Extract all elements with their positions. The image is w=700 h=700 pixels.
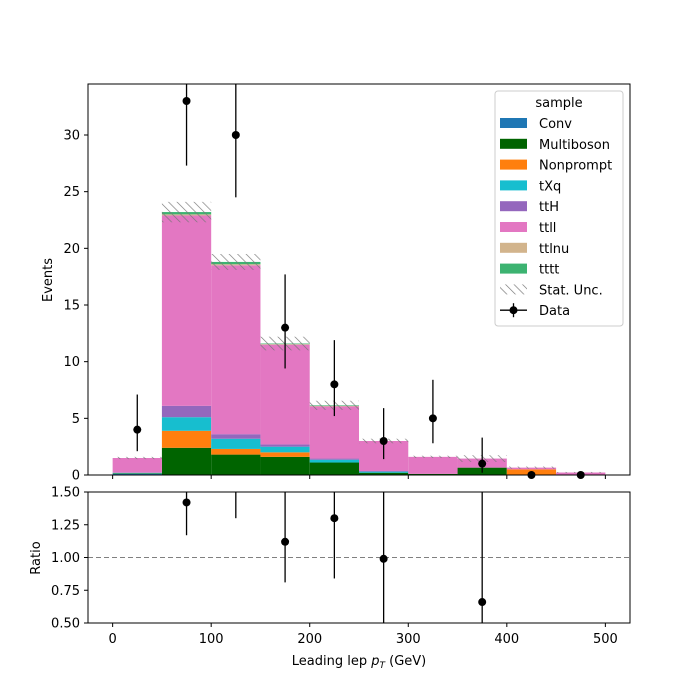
- legend-label: Multiboson: [539, 138, 610, 153]
- bar-txq: [359, 471, 409, 473]
- bar-txq: [161, 417, 212, 431]
- data-point: [133, 425, 142, 434]
- bar-txq: [260, 446, 310, 453]
- stat-unc-rect: [161, 201, 212, 223]
- bar-txq: [112, 472, 162, 474]
- bar-tth: [260, 444, 310, 447]
- bar-ttll: [112, 458, 162, 473]
- bar-tth: [211, 434, 261, 439]
- bar-tth: [161, 405, 212, 418]
- legend-swatch: [500, 222, 527, 232]
- legend-label: Nonprompt: [539, 159, 612, 174]
- ratio-y-tick-label: 0.50: [51, 617, 80, 632]
- bar-ttll: [408, 456, 458, 474]
- stat-unc-rect: [211, 254, 261, 270]
- data-point: [231, 131, 240, 139]
- legend-swatch: [500, 159, 527, 170]
- data-point: [330, 380, 339, 389]
- bar-multiboson: [309, 462, 359, 475]
- legend-items: Conv Multiboson Nonprompt tXq ttH ttll ttlnu tt…: [500, 117, 612, 319]
- data-point: [379, 437, 388, 445]
- bar-multiboson: [161, 447, 212, 475]
- y-tick-label: 20: [63, 242, 80, 257]
- legend-swatch: [500, 263, 527, 274]
- ratio-y-tick-label: 1.50: [51, 486, 80, 501]
- x-tick-label: 0: [108, 632, 116, 647]
- main-x-ticks: [112, 475, 606, 479]
- x-axis-label: Leading lep pT (GeV): [292, 654, 426, 671]
- bar-tth: [309, 458, 359, 460]
- data-point: [182, 97, 191, 105]
- legend: sample Conv Multiboson Nonprompt tXq ttH ttll…: [494, 90, 624, 327]
- bar-tth: [359, 471, 409, 472]
- x-tick-label: 500: [593, 632, 618, 647]
- legend-swatch: [500, 201, 527, 212]
- legend-swatch: [500, 138, 527, 149]
- main-y-ticks: 0 5 10 15 20 25 30: [63, 129, 88, 484]
- bar-conv: [112, 473, 162, 475]
- data-point: [281, 323, 290, 332]
- bar-txq: [309, 459, 359, 463]
- bar-multiboson: [112, 473, 162, 474]
- ratio-y-ticks: 0.50 0.75 1.00 1.25 1.50: [51, 486, 88, 632]
- legend-swatch-unc: [500, 284, 527, 295]
- main-axes-frame: [87, 83, 631, 476]
- legend-label: ttll: [539, 221, 556, 236]
- y-tick-label: 0: [72, 469, 80, 484]
- stat-unc-rect: [408, 455, 458, 458]
- data-point: [478, 459, 487, 468]
- bar-multiboson: [359, 472, 409, 475]
- ratio-point: [478, 598, 487, 607]
- y-tick-label: 30: [63, 129, 80, 144]
- ratio-point: [379, 554, 388, 563]
- bar-multiboson: [211, 454, 261, 475]
- y-tick-label: 25: [63, 185, 80, 200]
- bar-multiboson: [260, 456, 310, 475]
- ratio-y-tick-label: 1.25: [51, 518, 80, 533]
- ratio-point: [330, 514, 339, 523]
- bar-nonprompt: [211, 448, 261, 455]
- x-tick-label: 300: [396, 632, 421, 647]
- ratio-y-tick-label: 1.00: [51, 551, 80, 566]
- legend-label: ttH: [539, 200, 559, 215]
- data-point: [428, 414, 437, 423]
- ratio-y-axis-label: Ratio: [29, 541, 44, 574]
- legend-swatch: [500, 118, 527, 128]
- x-tick-label: 200: [297, 632, 322, 647]
- legend-label: Conv: [539, 117, 572, 132]
- stat-unc-rect: [506, 466, 557, 469]
- legend-swatch-data: [509, 306, 518, 315]
- ratio-point: [182, 498, 191, 507]
- ratio-plot: 0.50 0.75 1.00 1.25 1.50 0 100 200 300 400 500 Ra…: [29, 486, 631, 671]
- legend-swatch: [500, 242, 527, 253]
- ratio-x-ticks: 0 100 200 300 400 500: [108, 623, 618, 647]
- y-tick-label: 15: [63, 299, 80, 314]
- legend-label: Stat. Unc.: [539, 283, 603, 298]
- ratio-y-tick-label: 0.75: [51, 584, 80, 599]
- legend-label: tttt: [539, 263, 559, 278]
- x-tick-label: 100: [199, 632, 224, 647]
- legend-swatch: [500, 180, 527, 191]
- main-y-axis-label: Events: [41, 258, 56, 302]
- x-tick-label: 400: [494, 632, 519, 647]
- bar-multiboson: [408, 473, 458, 475]
- legend-label: tXq: [539, 179, 561, 194]
- bar-ttll: [161, 215, 212, 406]
- y-tick-label: 5: [72, 412, 80, 427]
- bar-ttll: [211, 265, 261, 435]
- legend-title: sample: [535, 96, 582, 111]
- bar-nonprompt: [260, 452, 310, 457]
- stat-unc-rect: [112, 456, 162, 460]
- legend-label: Data: [539, 304, 570, 319]
- bar-txq: [211, 438, 261, 449]
- y-tick-label: 10: [63, 355, 80, 370]
- bar-nonprompt: [161, 430, 212, 448]
- ratio-points: [182, 492, 487, 623]
- legend-label: ttlnu: [539, 242, 569, 257]
- ratio-point: [281, 537, 290, 546]
- main-plot: 0 5 10 15 20 25 30 Events: [41, 83, 631, 484]
